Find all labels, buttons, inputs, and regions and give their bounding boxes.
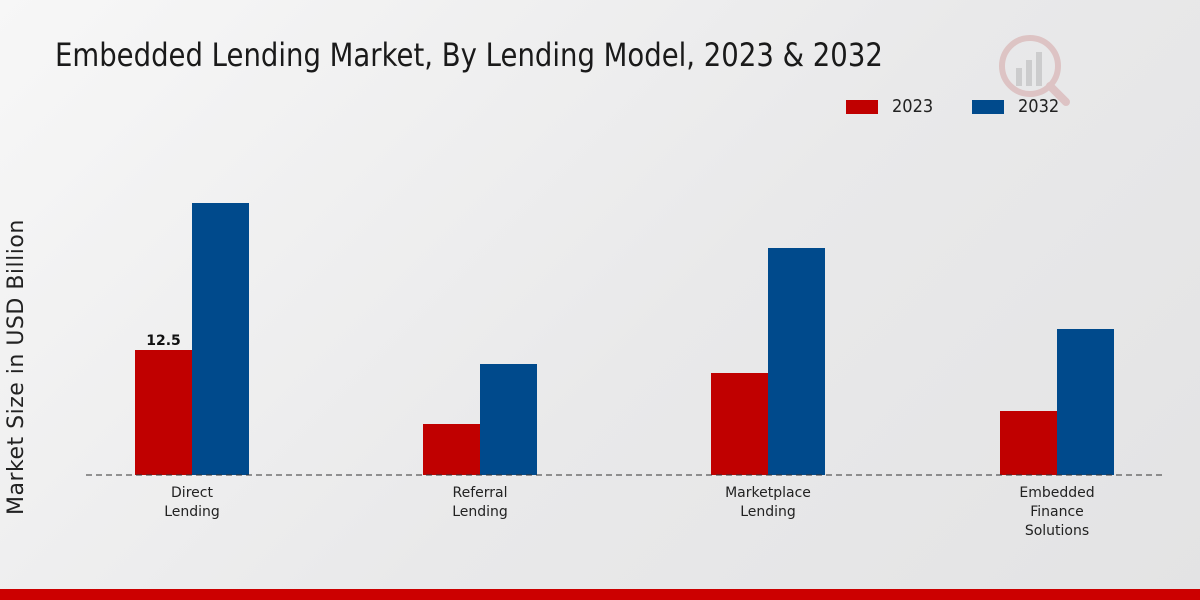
bar-2032-1: [480, 364, 537, 475]
x-tick-label-0-0: Direct: [171, 485, 213, 501]
legend-item-2023: 2023: [846, 96, 938, 117]
bar-2023-1: [423, 424, 480, 475]
bar-2023-2: [711, 373, 768, 475]
chart-title: Embedded Lending Market, By Lending Mode…: [55, 36, 883, 74]
x-tick-label-3-0: Embedded: [1019, 485, 1094, 501]
legend-label-2023: 2023: [892, 96, 934, 117]
legend-swatch-2032: [971, 99, 1004, 114]
legend-label-2032: 2032: [1017, 96, 1060, 117]
legend-swatch-2023: [846, 99, 878, 114]
bottom-accent-bar: [0, 589, 1200, 600]
bar-2032-3: [1057, 329, 1114, 475]
x-tick-label-3-1: Finance: [1030, 504, 1084, 520]
x-tick-label-0-1: Lending: [164, 504, 220, 520]
bar-2032-2: [768, 248, 825, 475]
legend: 2023 2032: [846, 96, 1098, 117]
x-tick-label-2-1: Lending: [740, 504, 796, 520]
x-tick-label-1-1: Lending: [452, 504, 508, 520]
bar-2023-0: [135, 350, 192, 475]
x-tick-label-3-2: Solutions: [1025, 523, 1089, 539]
watermark-logo-icon: [999, 35, 1070, 106]
x-tick-label-1-0: Referral: [453, 485, 508, 501]
bar-2023-3: [1000, 411, 1057, 475]
data-label-2023-0: 12.5: [146, 333, 181, 349]
x-tick-label-2-0: Marketplace: [725, 485, 811, 501]
bar-2032-0: [192, 203, 249, 475]
legend-item-2032: 2032: [971, 96, 1064, 117]
